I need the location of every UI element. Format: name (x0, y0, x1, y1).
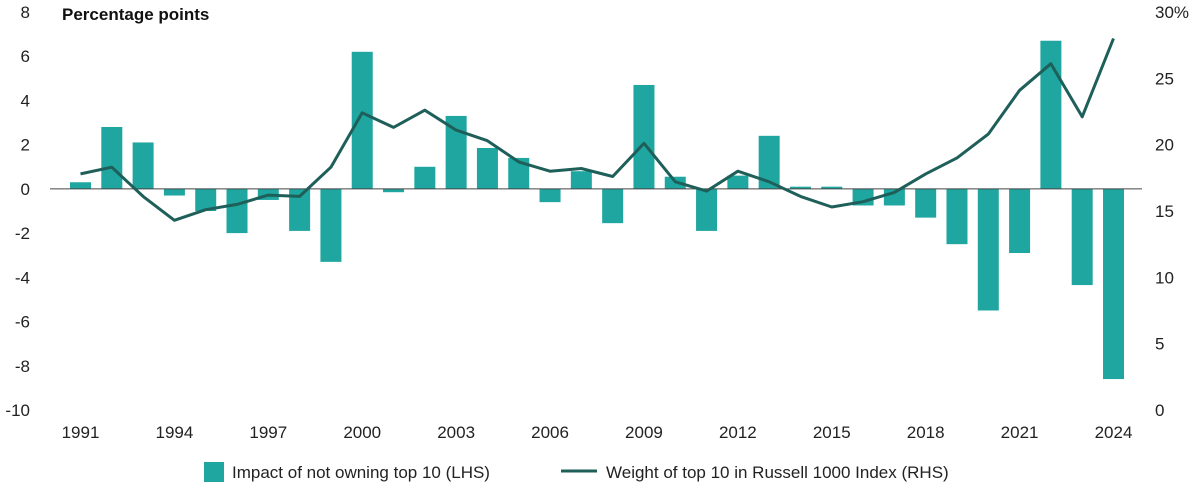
left-tick-label: -2 (15, 224, 30, 243)
x-tick-label: 2024 (1095, 423, 1133, 442)
x-tick-label: 2009 (625, 423, 663, 442)
x-axis: 1991 1994 1997 2000 2003 2006 2009 2012 2015 2018… (62, 423, 1133, 442)
right-tick-label: 10 (1155, 268, 1174, 287)
bar (132, 142, 154, 189)
bar (445, 115, 467, 189)
bar (946, 188, 968, 245)
x-tick-label: 2021 (1001, 423, 1039, 442)
bar (163, 188, 185, 196)
left-tick-label: -4 (15, 268, 30, 287)
x-tick-label: 1997 (249, 423, 287, 442)
right-tick-label: 15 (1155, 202, 1174, 221)
bar (1103, 188, 1124, 380)
x-tick-label: 2006 (531, 423, 569, 442)
bar (508, 157, 530, 189)
weight-line (80, 37, 1115, 222)
left-axis-title: Percentage points (62, 5, 209, 24)
bar (1009, 188, 1031, 254)
bar (977, 188, 999, 311)
left-tick-label: 6 (21, 47, 30, 66)
left-tick-label: -10 (5, 401, 30, 420)
legend-bar-swatch (204, 462, 224, 482)
x-tick-label: 2018 (907, 423, 945, 442)
right-tick-label: 5 (1155, 335, 1164, 354)
bar (414, 166, 436, 189)
bar (383, 188, 405, 193)
bar (696, 188, 718, 231)
bar (195, 188, 217, 211)
bar (289, 188, 311, 231)
bar (351, 51, 373, 189)
line-series (80, 37, 1115, 222)
bar (320, 188, 342, 262)
x-tick-label: 2000 (343, 423, 381, 442)
bar-series (70, 40, 1124, 380)
left-tick-label: -8 (15, 357, 30, 376)
bar (758, 135, 780, 189)
bar (1040, 40, 1062, 189)
bar (476, 147, 498, 189)
bar (570, 171, 592, 189)
bar (70, 182, 91, 189)
x-tick-label: 2003 (437, 423, 475, 442)
left-tick-label: 4 (21, 91, 30, 110)
bar (602, 188, 624, 224)
bar (101, 126, 123, 189)
left-tick-label: 0 (21, 180, 30, 199)
legend: Impact of not owning top 10 (LHS) Weight… (204, 462, 949, 482)
bar (539, 188, 561, 203)
left-axis: 8 6 4 2 0 -2 -4 -6 -8 -10 (5, 3, 30, 420)
x-tick-label: 2015 (813, 423, 851, 442)
right-tick-label: 30% (1155, 3, 1189, 22)
right-axis: 30% 25 20 15 10 5 0 (1155, 3, 1189, 420)
legend-line-label: Weight of top 10 in Russell 1000 Index (… (606, 463, 949, 482)
bar (727, 175, 749, 189)
bar (789, 186, 811, 189)
bar (821, 186, 843, 189)
left-tick-label: 2 (21, 136, 30, 155)
bar (226, 188, 248, 234)
x-tick-label: 1991 (62, 423, 100, 442)
x-tick-label: 2012 (719, 423, 757, 442)
legend-bar-label: Impact of not owning top 10 (LHS) (232, 463, 490, 482)
bar (915, 188, 937, 218)
left-tick-label: -6 (15, 313, 30, 332)
right-tick-label: 20 (1155, 136, 1174, 155)
right-tick-label: 0 (1155, 401, 1164, 420)
bar (633, 84, 655, 189)
left-tick-label: 8 (21, 3, 30, 22)
x-tick-label: 1994 (155, 423, 193, 442)
right-tick-label: 25 (1155, 69, 1174, 88)
bar (1071, 188, 1093, 286)
